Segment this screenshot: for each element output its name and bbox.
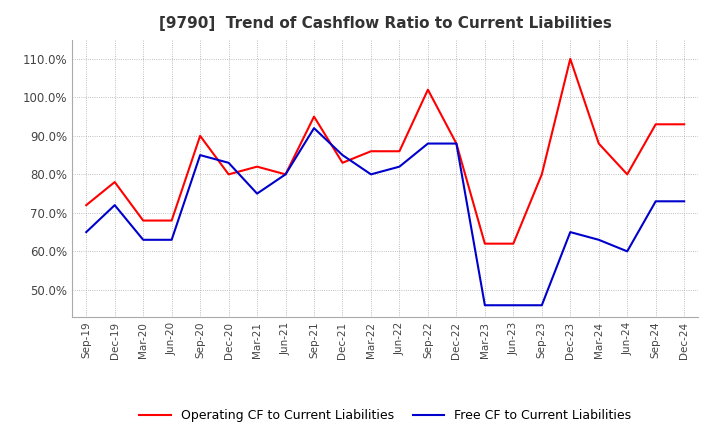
Free CF to Current Liabilities xyxy=(282,172,290,177)
Free CF to Current Liabilities xyxy=(196,152,204,158)
Free CF to Current Liabilities xyxy=(253,191,261,196)
Operating CF to Current Liabilities xyxy=(395,149,404,154)
Free CF to Current Liabilities xyxy=(537,303,546,308)
Operating CF to Current Liabilities xyxy=(680,121,688,127)
Free CF to Current Liabilities xyxy=(423,141,432,146)
Operating CF to Current Liabilities xyxy=(225,172,233,177)
Operating CF to Current Liabilities xyxy=(480,241,489,246)
Operating CF to Current Liabilities xyxy=(366,149,375,154)
Operating CF to Current Liabilities xyxy=(509,241,518,246)
Operating CF to Current Liabilities xyxy=(196,133,204,139)
Legend: Operating CF to Current Liabilities, Free CF to Current Liabilities: Operating CF to Current Liabilities, Fre… xyxy=(135,404,636,427)
Free CF to Current Liabilities xyxy=(82,229,91,235)
Free CF to Current Liabilities xyxy=(338,152,347,158)
Free CF to Current Liabilities xyxy=(509,303,518,308)
Operating CF to Current Liabilities xyxy=(338,160,347,165)
Operating CF to Current Liabilities xyxy=(623,172,631,177)
Line: Operating CF to Current Liabilities: Operating CF to Current Liabilities xyxy=(86,59,684,244)
Free CF to Current Liabilities xyxy=(310,125,318,131)
Free CF to Current Liabilities xyxy=(652,198,660,204)
Free CF to Current Liabilities xyxy=(366,172,375,177)
Operating CF to Current Liabilities xyxy=(253,164,261,169)
Operating CF to Current Liabilities xyxy=(566,56,575,62)
Free CF to Current Liabilities xyxy=(452,141,461,146)
Operating CF to Current Liabilities xyxy=(310,114,318,119)
Free CF to Current Liabilities xyxy=(110,202,119,208)
Free CF to Current Liabilities xyxy=(623,249,631,254)
Free CF to Current Liabilities xyxy=(167,237,176,242)
Free CF to Current Liabilities xyxy=(595,237,603,242)
Operating CF to Current Liabilities xyxy=(423,87,432,92)
Operating CF to Current Liabilities xyxy=(82,202,91,208)
Free CF to Current Liabilities xyxy=(395,164,404,169)
Operating CF to Current Liabilities xyxy=(139,218,148,223)
Operating CF to Current Liabilities xyxy=(537,172,546,177)
Free CF to Current Liabilities xyxy=(225,160,233,165)
Free CF to Current Liabilities xyxy=(480,303,489,308)
Operating CF to Current Liabilities xyxy=(452,141,461,146)
Operating CF to Current Liabilities xyxy=(282,172,290,177)
Operating CF to Current Liabilities xyxy=(167,218,176,223)
Title: [9790]  Trend of Cashflow Ratio to Current Liabilities: [9790] Trend of Cashflow Ratio to Curren… xyxy=(159,16,611,32)
Operating CF to Current Liabilities xyxy=(110,180,119,185)
Operating CF to Current Liabilities xyxy=(595,141,603,146)
Free CF to Current Liabilities xyxy=(680,198,688,204)
Free CF to Current Liabilities xyxy=(139,237,148,242)
Free CF to Current Liabilities xyxy=(566,229,575,235)
Operating CF to Current Liabilities xyxy=(652,121,660,127)
Line: Free CF to Current Liabilities: Free CF to Current Liabilities xyxy=(86,128,684,305)
